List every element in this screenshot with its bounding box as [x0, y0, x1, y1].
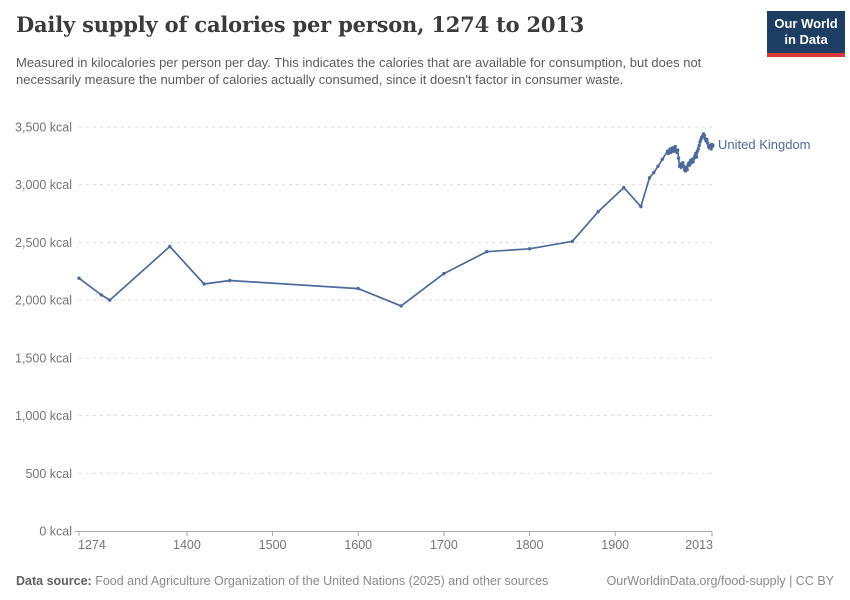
data-point	[228, 278, 232, 283]
owid-link[interactable]: OurWorldinData.org/food-supply | CC BY	[606, 574, 834, 588]
data-point	[570, 239, 575, 243]
data-point	[694, 155, 699, 159]
series-end-dot	[709, 142, 715, 149]
data-point	[652, 170, 656, 175]
data-point	[682, 164, 686, 168]
data-point	[99, 293, 104, 297]
y-axis-tick-label: 2,000 kcal	[15, 294, 72, 308]
data-point	[108, 298, 112, 302]
data-point	[202, 282, 206, 286]
x-axis-tick-label: 1800	[516, 538, 544, 552]
data-point	[399, 304, 403, 308]
x-axis-tick-label: 1700	[430, 538, 458, 552]
x-axis-tick-label: 1400	[173, 538, 201, 552]
x-axis-tick-label: 1900	[601, 538, 629, 552]
data-point	[676, 156, 681, 160]
data-point	[485, 250, 489, 254]
data-point	[656, 164, 660, 168]
data-point	[639, 204, 643, 209]
y-axis-tick-label: 1,000 kcal	[15, 409, 72, 423]
page-title: Daily supply of calories per person, 127…	[16, 12, 585, 37]
data-point	[676, 148, 680, 152]
chart-footer: Data source: Food and Agriculture Organi…	[16, 574, 834, 588]
data-point	[647, 176, 652, 180]
x-axis-tick-label: 1274	[78, 538, 106, 552]
owid-logo-line2: in Data	[784, 32, 828, 48]
data-point	[622, 185, 626, 190]
data-point	[681, 161, 685, 165]
data-point	[596, 210, 600, 214]
chart-subtitle: Measured in kilocalories per person per …	[16, 55, 702, 88]
data-point	[696, 147, 700, 151]
data-point	[356, 286, 360, 291]
owid-logo[interactable]: Our World in Data	[767, 11, 845, 57]
data-point	[77, 276, 81, 280]
x-axis-tick-label: 1600	[344, 538, 372, 552]
y-axis-tick-label: 1,500 kcal	[15, 351, 72, 365]
y-axis-tick-label: 3,000 kcal	[15, 178, 72, 192]
data-point	[660, 157, 664, 161]
data-point	[706, 141, 710, 145]
y-axis-tick-label: 3,500 kcal	[15, 121, 72, 135]
data-point	[442, 271, 446, 276]
data-line-united-kingdom	[78, 133, 713, 307]
data-point	[691, 159, 695, 164]
x-axis-tick-label: 1500	[259, 538, 287, 552]
data-point	[685, 168, 689, 172]
data-point	[697, 143, 701, 148]
owid-logo-line1: Our World	[774, 16, 838, 31]
y-axis-tick-label: 500 kcal	[25, 467, 72, 481]
data-point	[673, 144, 677, 149]
series-label-united-kingdom[interactable]: United Kingdom	[718, 137, 811, 153]
x-axis-tick-label: 2013	[685, 538, 713, 552]
y-axis-tick-label: 0 kcal	[39, 525, 72, 539]
data-point	[527, 247, 532, 251]
data-source-note: Data source: Food and Agriculture Organi…	[16, 574, 548, 588]
data-source-text: Food and Agriculture Organization of the…	[95, 574, 549, 588]
data-point	[702, 133, 706, 137]
data-source-label: Data source:	[16, 574, 92, 588]
data-point	[705, 138, 709, 142]
data-point	[168, 244, 172, 249]
y-axis-tick-label: 2,500 kcal	[15, 236, 72, 250]
